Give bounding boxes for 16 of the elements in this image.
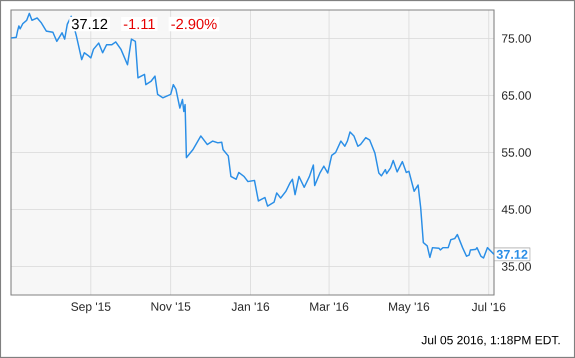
annotation: -2.90% xyxy=(171,18,217,30)
text: Jul 05 2016, 1:18PM EDT. xyxy=(422,336,560,346)
x-tick-label: Nov '15 xyxy=(152,302,190,311)
x-tick-label: May '16 xyxy=(389,302,430,314)
y-tick-label: 35.00 xyxy=(502,262,531,271)
annotation: 37.12 xyxy=(496,250,528,259)
x-tick-label: Mar '16 xyxy=(310,302,348,311)
annotation: 37.12 xyxy=(72,18,108,30)
y-tick-label: 75.00 xyxy=(502,34,531,43)
x-tick-label: Sep '15 xyxy=(71,302,110,314)
y-tick-label: 55.00 xyxy=(502,148,531,157)
y-tick-label: 45.00 xyxy=(502,205,531,214)
x-tick-label: Jan '16 xyxy=(232,302,270,311)
y-tick-label: 65.00 xyxy=(502,91,531,100)
x-tick-label: Jul '16 xyxy=(472,302,506,312)
annotation: -1.11 xyxy=(124,18,155,30)
